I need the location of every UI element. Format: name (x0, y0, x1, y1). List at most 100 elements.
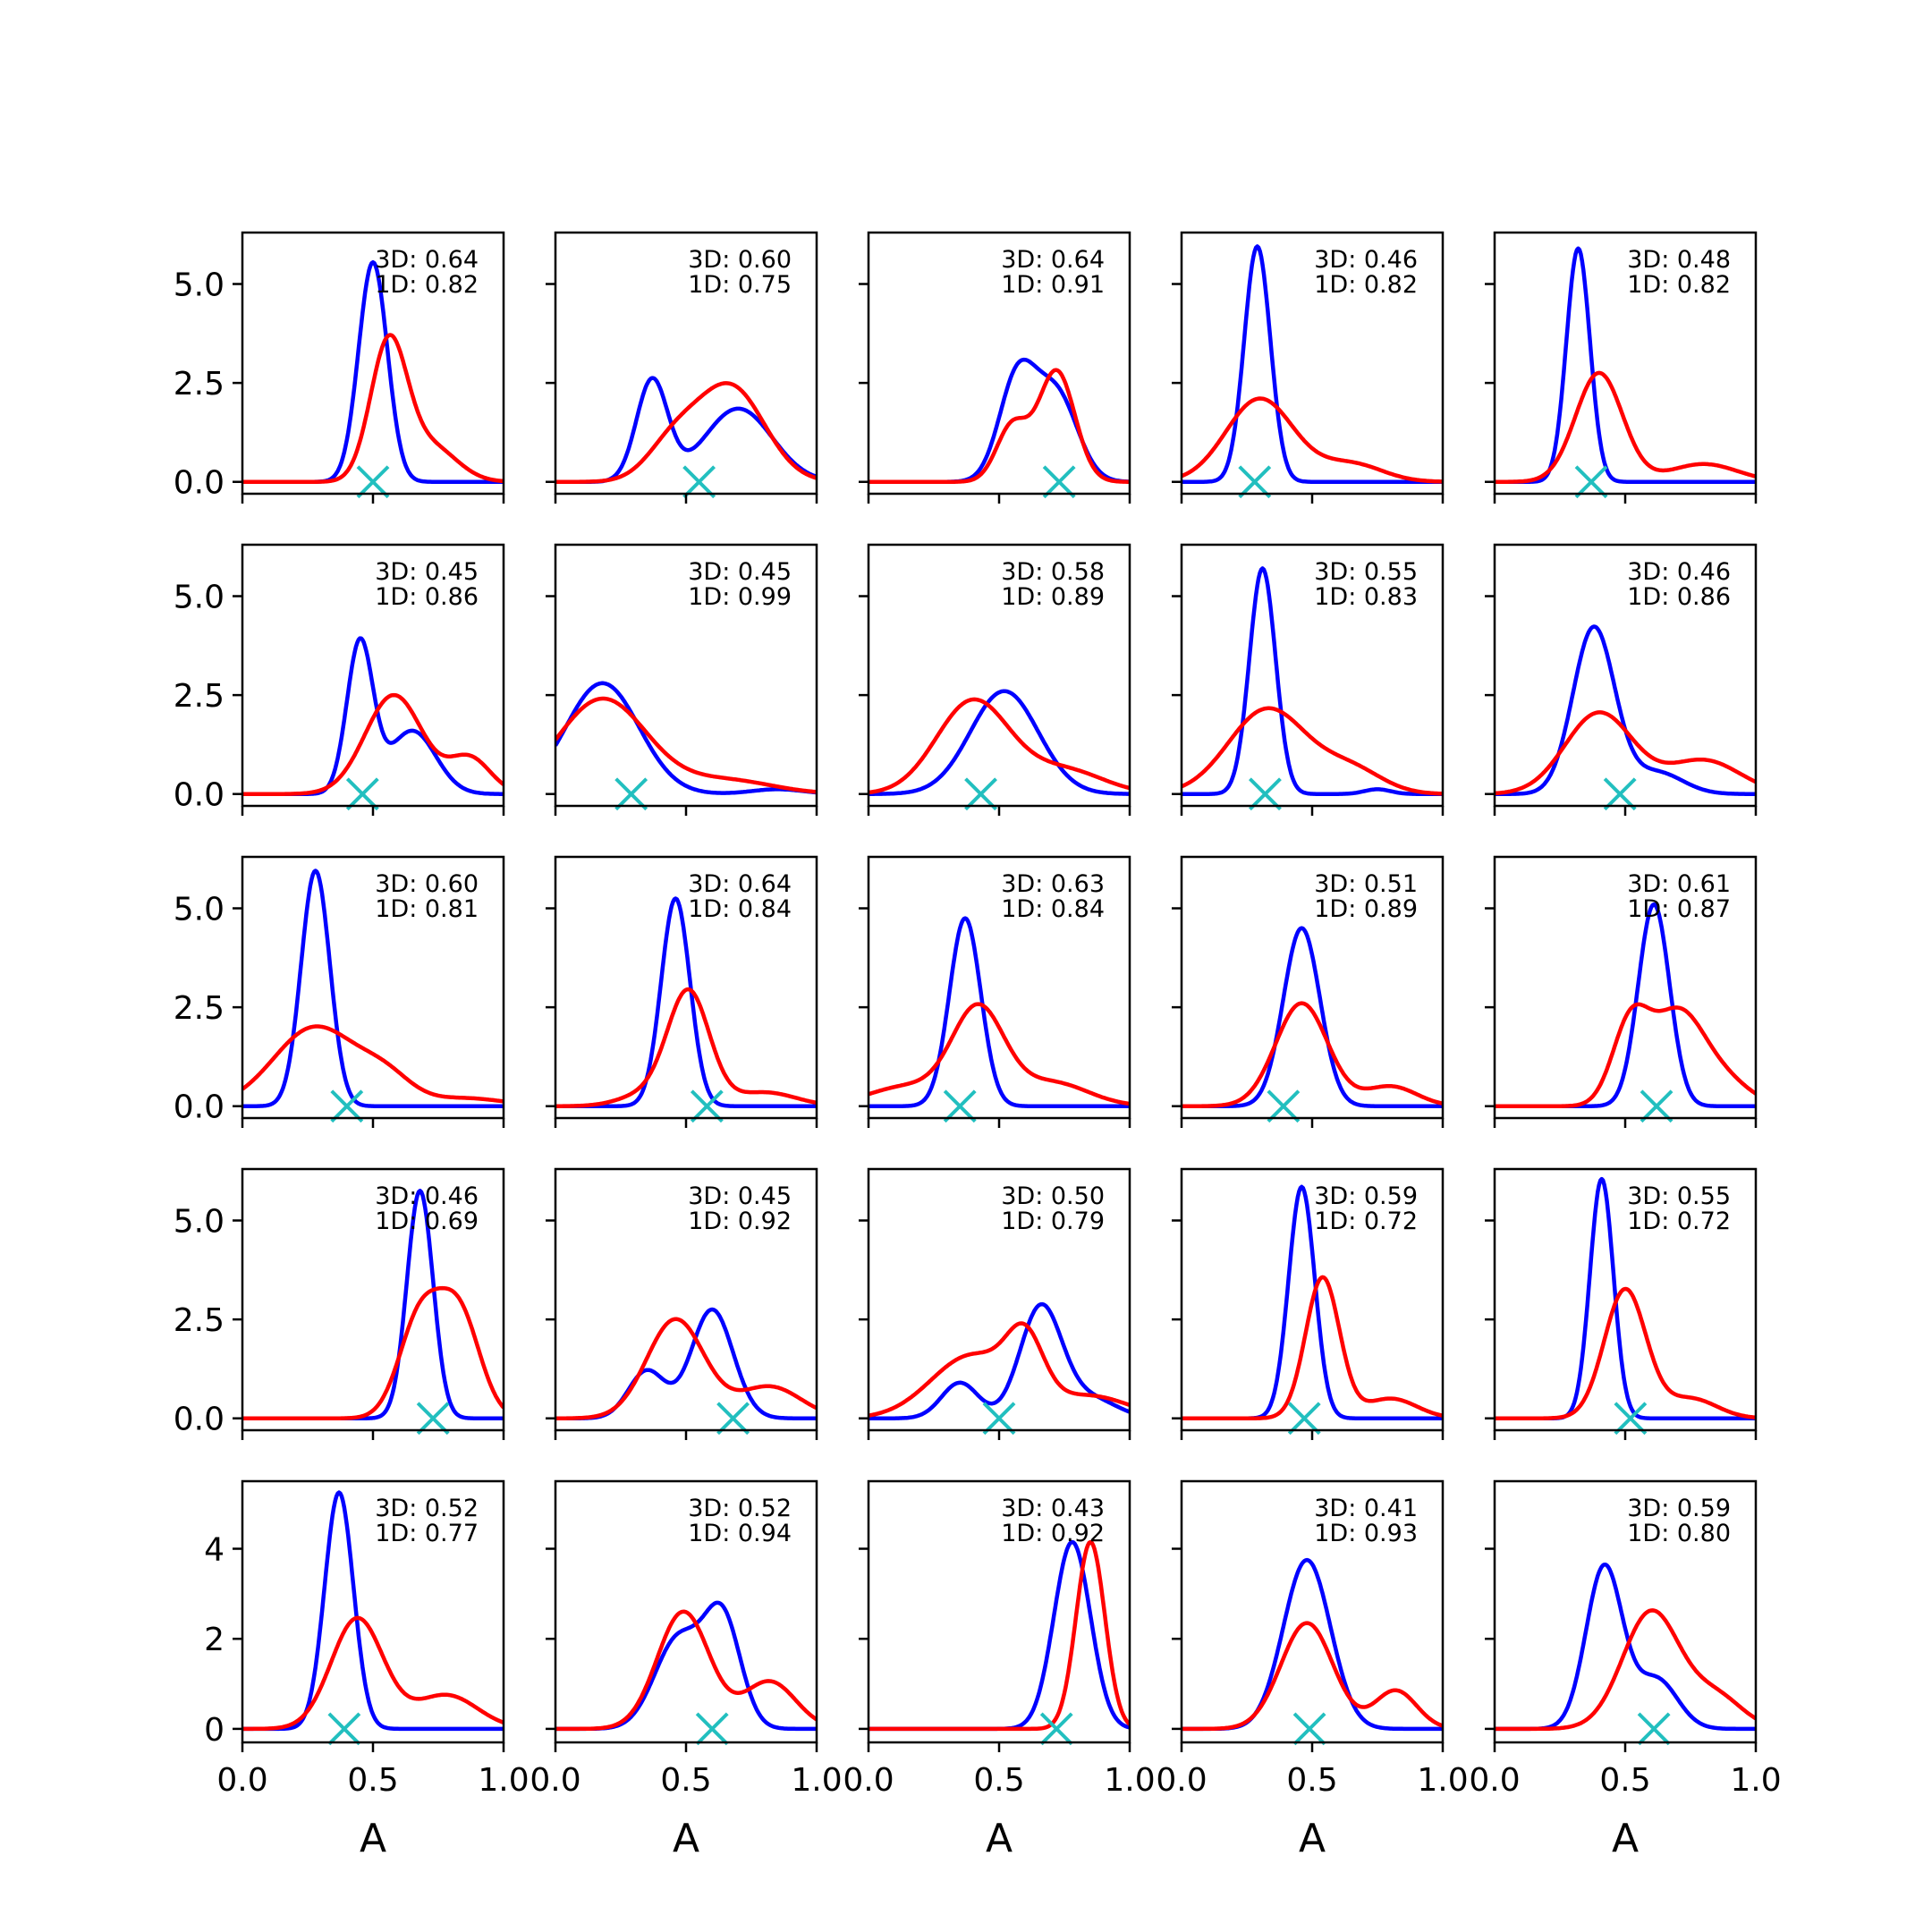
annotation-3d: 3D: 0.51 (1314, 870, 1418, 898)
marker-x (1614, 1402, 1648, 1436)
x-tick-label: 1.0 (1104, 1762, 1155, 1799)
series-1d-line (1495, 1286, 1756, 1420)
marker-x (690, 1089, 724, 1123)
annotation-1d: 1D: 0.72 (1627, 1208, 1731, 1235)
series-3d-line (555, 1600, 817, 1732)
series-3d-line (555, 896, 817, 1108)
annotation-1d: 1D: 0.86 (375, 583, 479, 611)
annotation-1d: 1D: 0.72 (1314, 1208, 1418, 1235)
series-3d-line (1182, 566, 1443, 796)
marker-x (356, 465, 390, 499)
marker-x (345, 777, 379, 811)
annotation-3d: 3D: 0.59 (1627, 1495, 1731, 1522)
x-tick-label: 0.0 (1156, 1762, 1207, 1799)
y-tick-label: 2 (204, 1622, 225, 1658)
y-tick-label: 0.0 (174, 1089, 225, 1126)
y-tick-label: 5.0 (174, 580, 225, 616)
marker-x (1640, 1089, 1674, 1123)
annotation-3d: 3D: 0.41 (1314, 1495, 1418, 1522)
x-tick-label: 0.5 (973, 1762, 1024, 1799)
annotation-1d: 1D: 0.79 (1001, 1208, 1105, 1235)
y-tick-label: 4 (204, 1532, 225, 1569)
annotation-3d: 3D: 0.59 (1314, 1182, 1418, 1210)
annotation-3d: 3D: 0.60 (688, 246, 792, 274)
annotation-3d: 3D: 0.64 (688, 870, 792, 898)
series-1d-line (1182, 396, 1443, 484)
series-1d-line (869, 1002, 1130, 1106)
series-1d-line (1182, 1621, 1443, 1732)
annotation-1d: 1D: 0.69 (375, 1208, 479, 1235)
annotation-3d: 3D: 0.63 (1001, 870, 1105, 898)
marker-x (1603, 777, 1637, 811)
series-3d-line (869, 689, 1130, 796)
series-1d-line (1495, 1608, 1756, 1732)
marker-x (416, 1402, 450, 1436)
series-3d-line (1182, 1557, 1443, 1732)
x-tick-label: 0.0 (530, 1762, 580, 1799)
annotation-3d: 3D: 0.52 (375, 1495, 479, 1522)
annotation-1d: 1D: 0.81 (375, 895, 479, 923)
series-1d-line (1495, 1002, 1756, 1108)
marker-x (327, 1712, 361, 1746)
series-3d-line (1495, 902, 1756, 1108)
series-1d-line (555, 696, 817, 794)
series-1d-line (555, 987, 817, 1108)
x-tick-label: 1.0 (791, 1762, 842, 1799)
y-tick-label: 5.0 (174, 892, 225, 928)
marker-x (1267, 1089, 1301, 1123)
marker-x (330, 1089, 364, 1123)
x-axis-label: A (986, 1816, 1013, 1861)
annotation-1d: 1D: 0.77 (375, 1520, 479, 1547)
marker-x (1292, 1712, 1326, 1746)
series-1d-line (1495, 710, 1756, 796)
annotation-1d: 1D: 0.94 (688, 1520, 792, 1547)
series-3d-line (242, 1490, 504, 1732)
annotation-1d: 1D: 0.91 (1001, 271, 1105, 299)
series-1d-line (869, 368, 1130, 484)
annotation-1d: 1D: 0.82 (1627, 271, 1731, 299)
y-tick-label: 0.0 (174, 465, 225, 502)
series-3d-line (555, 376, 817, 484)
annotation-3d: 3D: 0.60 (375, 870, 479, 898)
x-tick-label: 1.0 (1417, 1762, 1468, 1799)
series-3d-line (555, 681, 817, 795)
annotation-3d: 3D: 0.50 (1001, 1182, 1105, 1210)
annotation-1d: 1D: 0.99 (688, 583, 792, 611)
annotation-3d: 3D: 0.52 (688, 1495, 792, 1522)
x-tick-label: 0.0 (1469, 1762, 1520, 1799)
series-1d-line (1495, 370, 1756, 484)
annotation-3d: 3D: 0.45 (688, 558, 792, 586)
annotation-1d: 1D: 0.80 (1627, 1520, 1731, 1547)
annotation-1d: 1D: 0.89 (1314, 895, 1418, 923)
annotation-1d: 1D: 0.75 (688, 271, 792, 299)
x-tick-label: 0.5 (1599, 1762, 1650, 1799)
series-1d-line (242, 692, 504, 796)
x-axis-label: A (673, 1816, 699, 1861)
series-1d-line (555, 381, 817, 484)
annotation-3d: 3D: 0.58 (1001, 558, 1105, 586)
y-tick-label: 2.5 (174, 678, 225, 715)
annotation-3d: 3D: 0.45 (375, 558, 479, 586)
x-tick-label: 0.0 (843, 1762, 894, 1799)
y-tick-label: 5.0 (174, 267, 225, 304)
annotation-3d: 3D: 0.55 (1314, 558, 1418, 586)
annotation-3d: 3D: 0.64 (375, 246, 479, 274)
